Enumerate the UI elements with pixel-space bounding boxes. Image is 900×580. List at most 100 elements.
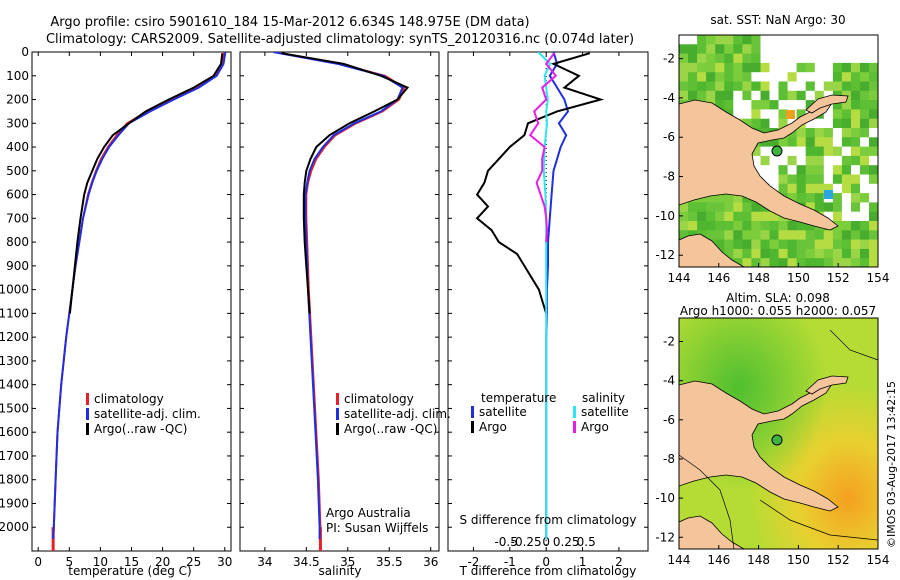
legend-title-salinity: salinity: [582, 391, 625, 405]
sst-cell: [841, 155, 852, 166]
sst-cell: [769, 137, 780, 148]
sst-cell: [823, 81, 834, 92]
x-tick-label: -2: [467, 555, 479, 569]
sst-cell: [751, 35, 761, 45]
sst-cell: [715, 62, 725, 73]
series-argo-raw-qc-: [68, 53, 224, 314]
sst-cell: [860, 183, 870, 194]
sst-cell: [688, 35, 698, 45]
sst-cell: [823, 248, 834, 259]
sst-cell: [697, 202, 707, 213]
sst-cell: [787, 221, 798, 231]
sst-cell: [823, 230, 834, 241]
sst-cell: [832, 183, 843, 194]
sst-cell: [769, 100, 780, 110]
map-y-tick-label: -4: [663, 91, 675, 105]
sst-cell: [869, 53, 878, 64]
map-y-tick-label: -6: [663, 413, 675, 427]
sst-cell: [805, 128, 816, 138]
legend-label-satellite: satellite-adj. clim.: [344, 407, 451, 421]
sst-cell: [751, 100, 761, 110]
depth-tick-label: 1500: [0, 401, 29, 415]
sst-cell: [751, 109, 761, 120]
sst-cell: [869, 221, 878, 231]
sst-cell: [733, 211, 743, 222]
sst-cell: [832, 193, 843, 203]
sst-cell: [814, 35, 825, 45]
map-x-tick-label: 154: [867, 553, 890, 567]
sst-cell: [823, 72, 834, 82]
x-tick-label: 2: [615, 555, 623, 569]
sst-cell: [715, 221, 725, 231]
sst-cell: [697, 90, 707, 101]
sst-cell: [733, 90, 743, 101]
sst-cell: [742, 118, 752, 129]
sst-cell: [715, 202, 725, 213]
sst-cell: [751, 258, 761, 267]
x-tick-label: 35: [340, 555, 355, 569]
sst-cell: [742, 62, 752, 73]
sst-cell: [796, 258, 807, 267]
sst-cell: [841, 118, 852, 129]
annotation-institution: Argo Australia: [326, 506, 411, 520]
sst-cell: [851, 109, 861, 120]
temperature-ticks: 0 5 10 15 20 25 30: [32, 51, 232, 569]
series-satellite-adj-clim-: [52, 52, 227, 540]
map-y-tick-label: -2: [663, 334, 675, 348]
sst-cell: [860, 100, 870, 110]
x-tick-label: 1: [579, 555, 587, 569]
sst-cell: [724, 35, 734, 45]
sst-cell: [823, 155, 834, 166]
sst-cell: [787, 100, 798, 110]
sst-cell: [769, 81, 780, 92]
sst-cell: [796, 137, 807, 148]
sst-cell: [841, 183, 852, 194]
sst-cell: [869, 72, 878, 82]
map-y-tick-label: -12: [655, 248, 675, 262]
sst-cell: [787, 53, 798, 64]
sst-cell: [751, 146, 761, 157]
sst-cell: [760, 258, 771, 267]
map-x-tick-label: 144: [668, 271, 691, 285]
sst-cell: [679, 202, 689, 213]
sst-cell: [787, 90, 798, 101]
sst-cell: [778, 72, 789, 82]
sst-cell: [869, 155, 878, 166]
sst-cell: [823, 53, 834, 64]
sst-cell: [860, 174, 870, 185]
sst-cell: [814, 44, 825, 55]
sst-cell: [832, 53, 843, 64]
sst-cell: [860, 35, 870, 45]
sst-cell: [805, 137, 816, 148]
sst-cell: [679, 90, 689, 101]
map-x-tick-label: 148: [747, 271, 770, 285]
sst-cell: [697, 44, 707, 55]
salinity-ticks: 34 34.5 35 35.5 36: [240, 51, 439, 569]
legend-label-argo: Argo(..raw -QC): [94, 422, 187, 436]
temperature-legend: climatology satellite-adj. clim. Argo(..…: [86, 392, 201, 436]
sst-cell: [787, 146, 798, 157]
legend-swatch-argo: [336, 423, 339, 435]
sst-cell: [778, 137, 789, 148]
title-line-1: Argo profile: csiro 5901610_184 15-Mar-2…: [50, 15, 529, 30]
sst-cell: [679, 230, 689, 241]
depth-tick-label: 900: [6, 259, 29, 273]
depth-tick-label: 100: [6, 69, 29, 83]
sst-cell: [796, 221, 807, 231]
sst-cell: [760, 165, 771, 175]
sst-cell: [760, 90, 771, 101]
sst-cell: [860, 137, 870, 148]
sst-cell: [715, 90, 725, 101]
sst-cell: [769, 165, 780, 175]
sst-cell: [832, 100, 843, 110]
sst-cell: [751, 118, 761, 129]
sst-cell: [769, 118, 780, 129]
sst-cell: [787, 72, 798, 82]
sst-cell: [688, 53, 698, 64]
map-y-tick-label: -10: [655, 209, 675, 223]
sst-cell: [751, 62, 761, 73]
sst-cell: [823, 146, 834, 157]
sst-map-title: sat. SST: NaN Argo: 30: [710, 13, 845, 27]
sst-cell: [724, 44, 734, 55]
sst-cell: [751, 90, 761, 101]
